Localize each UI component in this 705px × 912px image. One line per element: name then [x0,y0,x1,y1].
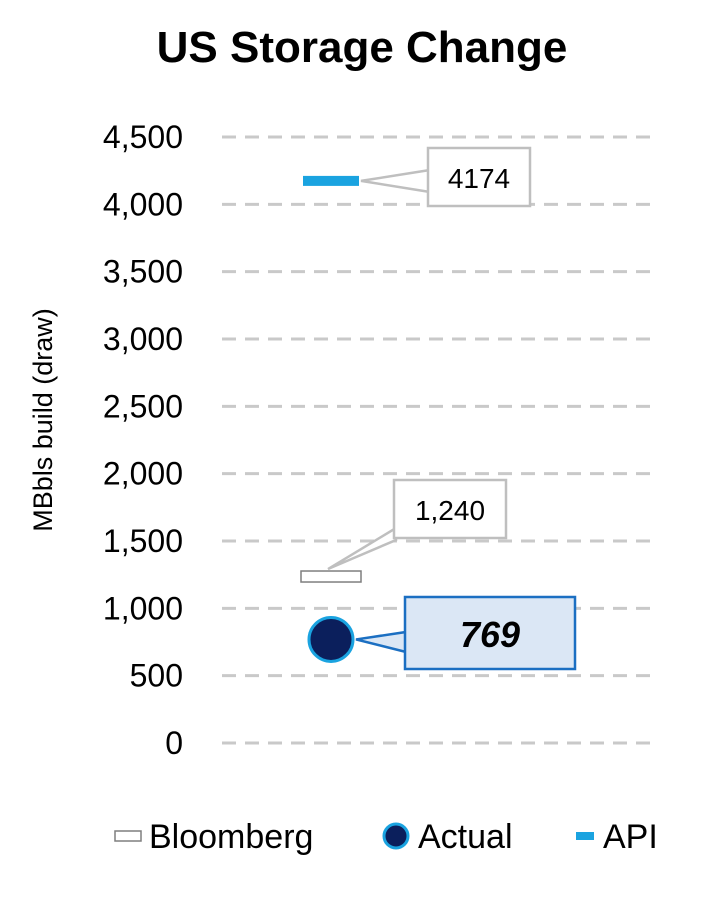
legend-actual-swatch [382,822,410,850]
legend-bloomberg-swatch [114,830,142,842]
legend-api-label: API [603,818,658,856]
api-marker [303,175,359,186]
actual-marker [307,615,355,663]
bloomberg-marker [300,570,362,583]
y-tick-label: 0 [165,725,183,761]
bloomberg-data-label: 1,240 [415,495,485,526]
y-tick-label: 1,500 [103,523,183,559]
actual-callout-pointer [355,630,408,654]
y-axis-label: MBbls build (draw) [28,308,58,532]
y-tick-label: 3,000 [103,321,183,357]
actual-data-label: 769 [460,614,520,655]
bloomberg-callout-pointer [327,525,398,571]
bloomberg-callout-box [392,478,508,540]
y-tick-label: 2,500 [103,388,183,424]
y-tick-label: 2,000 [103,456,183,492]
api-callout-box [426,146,532,208]
legend-actual-label: Actual [418,818,513,856]
api-callout-pointer [360,168,432,194]
y-tick-label: 500 [130,658,183,694]
chart-title: US Storage Change [157,23,568,72]
actual-callout-box [403,595,577,671]
y-tick-label: 1,000 [103,590,183,626]
legend-bloomberg-label: Bloomberg [149,818,313,856]
y-axis-ticks: 0 500 1,000 1,500 2,000 2,500 3,000 3,500 4,000 4… [103,119,183,761]
data-marks: 4174 1,240 769 [300,146,577,671]
legend-api-swatch [576,832,594,840]
y-tick-label: 4,500 [103,119,183,155]
y-tick-label: 3,500 [103,254,183,290]
legend: Bloomberg Actual API [114,818,658,856]
y-tick-label: 4,000 [103,186,183,222]
api-data-label: 4174 [448,163,510,194]
